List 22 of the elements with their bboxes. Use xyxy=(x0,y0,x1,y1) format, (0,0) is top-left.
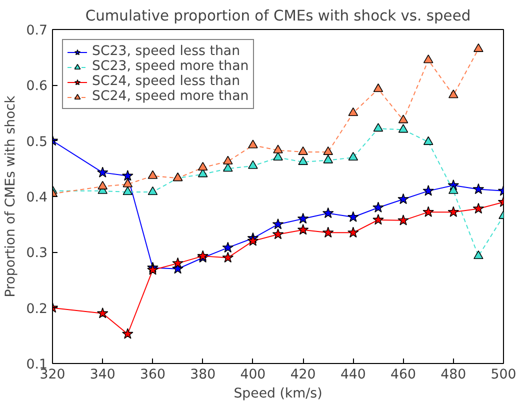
x-tick-label: 400 xyxy=(240,368,266,382)
x-tick-label: 440 xyxy=(340,368,366,382)
x-tick-label: 380 xyxy=(190,368,216,382)
y-tick-label: 0.3 xyxy=(26,246,48,262)
legend-label: SC24, speed more than xyxy=(92,89,249,104)
legend-label: SC23, speed less than xyxy=(92,44,240,59)
y-tick-label: 0.7 xyxy=(26,24,48,38)
legend-label: SC23, speed more than xyxy=(92,59,249,74)
x-tick-label: 460 xyxy=(390,368,416,382)
x-axis-title: Speed (km/s) xyxy=(234,386,322,402)
y-tick-label: 0.6 xyxy=(26,79,48,94)
y-tick-label: 0.4 xyxy=(26,190,48,206)
y-axis-title: Proportion of CMEs with shock xyxy=(3,95,18,298)
x-tick-label: 360 xyxy=(140,368,166,382)
y-tick-label: 0.2 xyxy=(26,302,48,317)
legend-label: SC24, speed less than xyxy=(92,74,240,89)
x-tick-label: 420 xyxy=(290,368,316,382)
x-tick-label: 500 xyxy=(490,368,516,382)
x-tick-label: 340 xyxy=(90,368,116,382)
x-tick-label: 480 xyxy=(440,368,466,382)
y-tick-label: 0.5 xyxy=(26,134,48,150)
chart-title: Cumulative proportion of CMEs with shock vs. speed xyxy=(85,8,471,24)
